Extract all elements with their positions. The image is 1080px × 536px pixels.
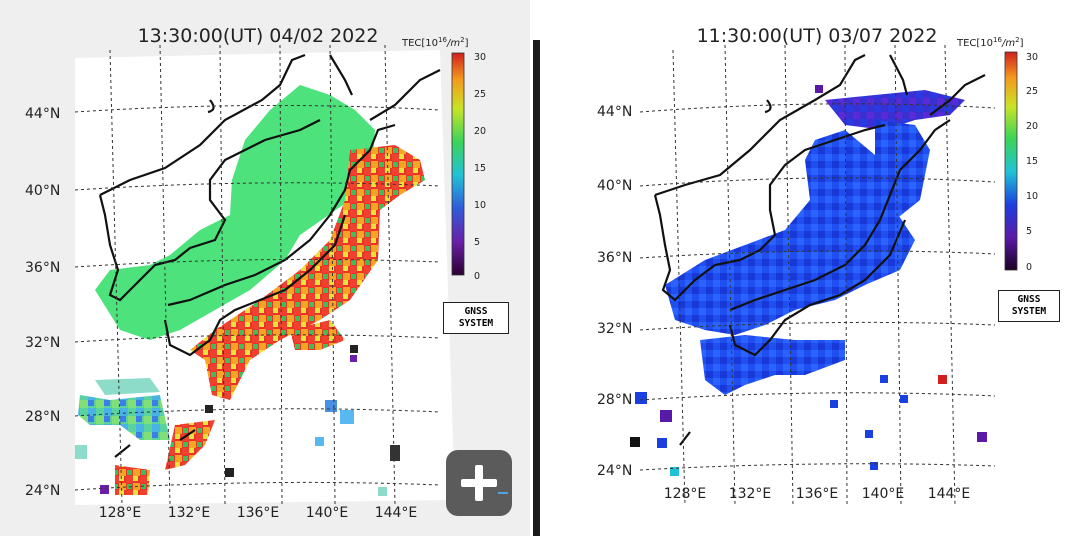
- left-colorbar-tick: 30: [474, 52, 486, 63]
- right-colorbar: TEC[1016/m2] 30 25 20 15 10 5 0: [956, 36, 1038, 273]
- left-coastlines: [98, 53, 441, 458]
- left-colorbar-tick: 10: [474, 200, 486, 211]
- left-colorbar-tick: 5: [474, 237, 480, 248]
- right-lat-label: 36°N: [597, 250, 632, 266]
- left-colorbar-tick: 0: [474, 271, 480, 282]
- right-colorbar-tick: 20: [1026, 121, 1038, 132]
- left-lat-label: 40°N: [25, 183, 60, 199]
- left-map-svg: 13:30:00(UT) 04/02 2022 44°N 40°N 36°N 3…: [25, 25, 486, 521]
- left-lon-label: 132°E: [168, 505, 211, 521]
- right-colorbar-tick: 15: [1026, 156, 1038, 167]
- left-colorbar-title: TEC[1016/m2]: [401, 36, 469, 49]
- left-lat-label: 28°N: [25, 409, 60, 425]
- panel-divider: [533, 40, 540, 536]
- left-colorbar-tick: 15: [474, 163, 486, 174]
- right-colorbar-tick: 5: [1026, 226, 1032, 237]
- right-gnss-badge: GNSS SYSTEM: [998, 290, 1060, 322]
- left-lon-label: 144°E: [375, 505, 418, 521]
- right-colorbar-title: TEC[1016/m2]: [956, 36, 1024, 49]
- right-lat-label: 40°N: [597, 178, 632, 194]
- right-map-title: 11:30:00(UT) 03/07 2022: [697, 25, 938, 47]
- left-lat-label: 32°N: [25, 335, 60, 351]
- left-map-title: 13:30:00(UT) 04/02 2022: [138, 25, 379, 47]
- left-lat-label: 24°N: [25, 483, 60, 499]
- right-coastlines: [653, 54, 986, 446]
- left-lat-labels: 44°N 40°N 36°N 32°N 28°N 24°N: [25, 106, 60, 499]
- right-lat-label: 24°N: [597, 463, 632, 479]
- left-lon-label: 136°E: [237, 505, 280, 521]
- right-badge-line2: SYSTEM: [1011, 306, 1047, 317]
- right-lon-labels: 128°E 132°E 136°E 140°E 144°E: [664, 486, 971, 502]
- left-lat-label: 44°N: [25, 106, 60, 122]
- right-lat-labels: 44°N 40°N 36°N 32°N 28°N 24°N: [597, 104, 632, 479]
- right-lat-label: 44°N: [597, 104, 632, 120]
- right-colorbar-tick: 25: [1026, 86, 1038, 97]
- right-colorbar-gradient: [1004, 51, 1018, 271]
- left-colorbar-tick: 20: [474, 126, 486, 137]
- right-colorbar-tick: 30: [1026, 52, 1038, 63]
- left-badge-line1: GNSS: [464, 306, 488, 317]
- left-map-panel: 13:30:00(UT) 04/02 2022 44°N 40°N 36°N 3…: [0, 0, 530, 536]
- right-lon-label: 136°E: [796, 486, 839, 502]
- right-tec-data: [630, 85, 987, 476]
- right-map-panel: 11:30:00(UT) 03/07 2022 44°N 40°N 36°N 3…: [545, 0, 1080, 536]
- right-lon-label: 144°E: [928, 486, 971, 502]
- left-lon-labels: 128°E 132°E 136°E 140°E 144°E: [99, 505, 418, 521]
- left-colorbar-gradient: [451, 52, 465, 276]
- left-badge-line2: SYSTEM: [458, 318, 494, 329]
- left-gnss-badge: GNSS SYSTEM: [443, 302, 509, 334]
- right-lat-label: 28°N: [597, 392, 632, 408]
- left-colorbar: TEC[1016/m2] 30 25 20 15 10 5 0: [401, 36, 486, 282]
- right-lon-label: 132°E: [729, 486, 772, 502]
- right-colorbar-tick: 0: [1026, 262, 1032, 273]
- right-lat-label: 32°N: [597, 321, 632, 337]
- right-colorbar-tick: 10: [1026, 191, 1038, 202]
- left-graticule: [74, 44, 441, 506]
- left-lat-label: 36°N: [25, 260, 60, 276]
- left-lon-label: 128°E: [99, 505, 142, 521]
- right-lon-label: 128°E: [664, 486, 707, 502]
- right-graticule: [639, 44, 996, 506]
- left-colorbar-tick: 25: [474, 89, 486, 100]
- right-lon-label: 140°E: [862, 486, 905, 502]
- right-badge-line1: GNSS: [1017, 294, 1041, 305]
- underline-accent: [498, 492, 508, 494]
- left-lon-label: 140°E: [306, 505, 349, 521]
- right-map-svg: 11:30:00(UT) 03/07 2022 44°N 40°N 36°N 3…: [597, 25, 1038, 506]
- zoom-in-button[interactable]: [446, 450, 512, 516]
